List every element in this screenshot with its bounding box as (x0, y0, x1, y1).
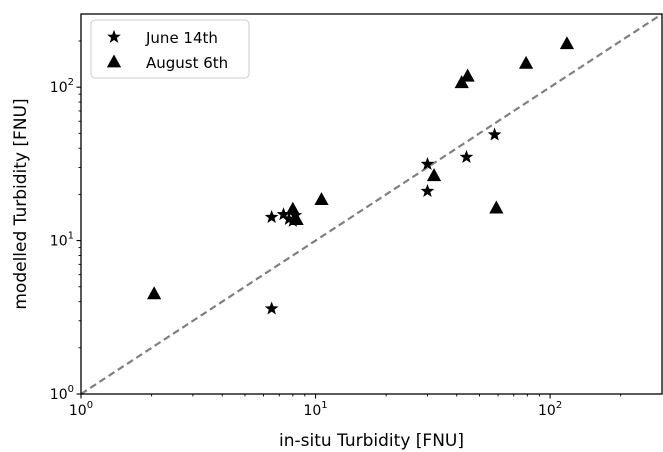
june-data-point (487, 127, 502, 141)
june-data-point (276, 207, 291, 221)
x-tick-label: 100 (69, 400, 93, 419)
legend-marker-star (107, 29, 121, 43)
legend-label: June 14th (145, 29, 218, 47)
y-axis-label: modelled Turbidity [FNU] (11, 98, 31, 309)
axes-frame (80, 13, 663, 395)
legend-label: August 6th (146, 54, 228, 72)
june-data-point (420, 156, 435, 170)
plot-area (80, 13, 663, 395)
august-data-point (454, 75, 469, 89)
axis-ticks: 100 101 102 100 101 102 (50, 40, 622, 419)
june-data-point (420, 183, 435, 197)
y-tick-label: 101 (50, 231, 74, 250)
august-data-point (559, 36, 575, 50)
one-to-one-line (80, 13, 663, 395)
august-data-point (146, 286, 162, 300)
legend-box (90, 19, 250, 79)
august-data-point (314, 192, 329, 206)
august-data-point (518, 55, 534, 69)
y-tick-label: 102 (50, 77, 74, 96)
y-tick-label: 100 (50, 384, 74, 403)
x-tick-label: 102 (538, 400, 562, 419)
data-markers (146, 36, 575, 315)
august-data-point (489, 200, 504, 214)
june-data-point (282, 211, 296, 225)
august-data-point (460, 68, 475, 82)
legend-marker-triangle (106, 54, 122, 68)
august-data-point (289, 212, 304, 226)
june-data-point (264, 301, 279, 315)
august-data-point (426, 168, 442, 182)
june-data-point (264, 210, 279, 224)
x-axis-label: in-situ Turbidity [FNU] (279, 431, 464, 451)
august-data-point (285, 201, 300, 215)
june-data-point (459, 149, 474, 163)
legend: June 14th August 6th (90, 19, 250, 79)
x-tick-label: 101 (303, 400, 327, 419)
